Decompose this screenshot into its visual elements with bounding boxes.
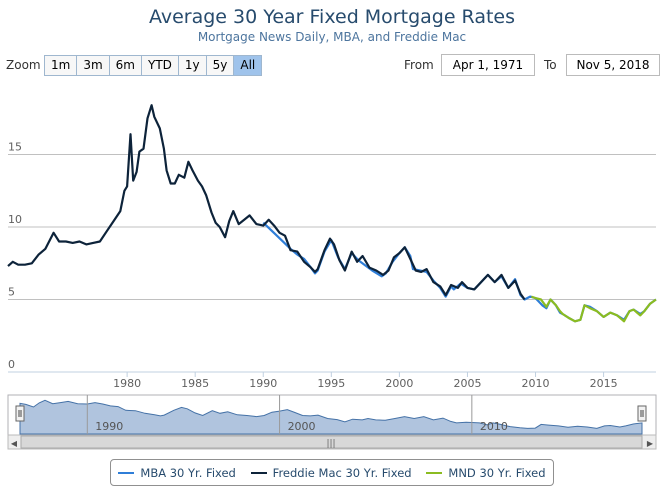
legend-swatch-mnd <box>426 471 443 474</box>
y-tick-label: 0 <box>8 358 15 371</box>
zoom-button-all[interactable]: All <box>234 56 262 75</box>
x-tick-label: 1995 <box>317 377 345 390</box>
scrollbar[interactable]: ◀ ▶ ||| <box>7 434 657 450</box>
series-line-0 <box>262 221 657 323</box>
x-axis: 1980 1985 1990 1995 2000 2005 2010 2015 <box>8 371 656 390</box>
zoom-button-group: 1m 3m 6m YTD 1y 5y All <box>44 55 263 76</box>
x-tick-label: 2000 <box>385 377 413 390</box>
y-tick-label: 5 <box>8 286 15 299</box>
y-tick-label: 15 <box>8 141 22 154</box>
to-date-input[interactable]: Nov 5, 2018 <box>566 54 660 76</box>
zoom-label: Zoom <box>6 58 41 72</box>
navigator-handle-right[interactable] <box>637 405 647 422</box>
y-axis: 0 5 10 15 <box>8 141 22 372</box>
chart-title: Average 30 Year Fixed Mortgage Rates <box>148 6 516 28</box>
series-line-1 <box>7 104 526 301</box>
scrollbar-left-arrow[interactable]: ◀ <box>11 439 18 448</box>
legend-item-freddie[interactable]: Freddie Mac 30 Yr. Fixed <box>250 465 412 480</box>
legend-item-mba[interactable]: MBA 30 Yr. Fixed <box>118 465 236 480</box>
zoom-button-1y[interactable]: 1y <box>179 56 207 75</box>
navigator-area <box>19 399 643 435</box>
plot-series[interactable] <box>7 104 657 323</box>
from-date-input[interactable]: Apr 1, 1971 <box>441 54 535 76</box>
zoom-button-5y[interactable]: 5y <box>207 56 235 75</box>
gridlines <box>8 154 656 373</box>
zoom-button-1m[interactable]: 1m <box>45 56 78 75</box>
scrollbar-thumb[interactable] <box>20 435 643 449</box>
legend-label-mnd: MND 30 Yr. Fixed <box>448 465 546 480</box>
scrollbar-grip: ||| <box>326 439 335 449</box>
legend-label-mba: MBA 30 Yr. Fixed <box>140 465 236 480</box>
series-line-2 <box>531 295 657 323</box>
navigator-year-label: 1990 <box>95 420 123 433</box>
zoom-button-6m[interactable]: 6m <box>110 56 142 75</box>
x-tick-label: 1985 <box>181 377 209 390</box>
x-tick-label: 2005 <box>453 377 481 390</box>
y-tick-label: 10 <box>8 213 22 226</box>
chart-subtitle: Mortgage News Daily, MBA, and Freddie Ma… <box>197 30 467 44</box>
legend-swatch-freddie <box>250 471 267 474</box>
zoom-button-3m[interactable]: 3m <box>77 56 110 75</box>
x-tick-label: 1990 <box>249 377 277 390</box>
navigator-year-label: 2010 <box>480 420 508 433</box>
scrollbar-right-arrow[interactable]: ▶ <box>647 439 654 448</box>
legend-item-mnd[interactable]: MND 30 Yr. Fixed <box>426 465 546 480</box>
legend: MBA 30 Yr. Fixed Freddie Mac 30 Yr. Fixe… <box>110 459 554 486</box>
navigator-handle-left[interactable] <box>15 405 25 422</box>
from-label: From <box>404 58 434 72</box>
legend-label-freddie: Freddie Mac 30 Yr. Fixed <box>272 465 412 480</box>
navigator-year-label: 2000 <box>288 420 316 433</box>
zoom-button-ytd[interactable]: YTD <box>142 56 179 75</box>
x-tick-label: 2015 <box>590 377 618 390</box>
navigator[interactable]: 1990 2000 2010 <box>7 394 657 436</box>
x-tick-label: 1980 <box>113 377 141 390</box>
x-tick-label: 2010 <box>522 377 550 390</box>
to-label: To <box>544 58 557 72</box>
legend-swatch-mba <box>118 471 135 474</box>
